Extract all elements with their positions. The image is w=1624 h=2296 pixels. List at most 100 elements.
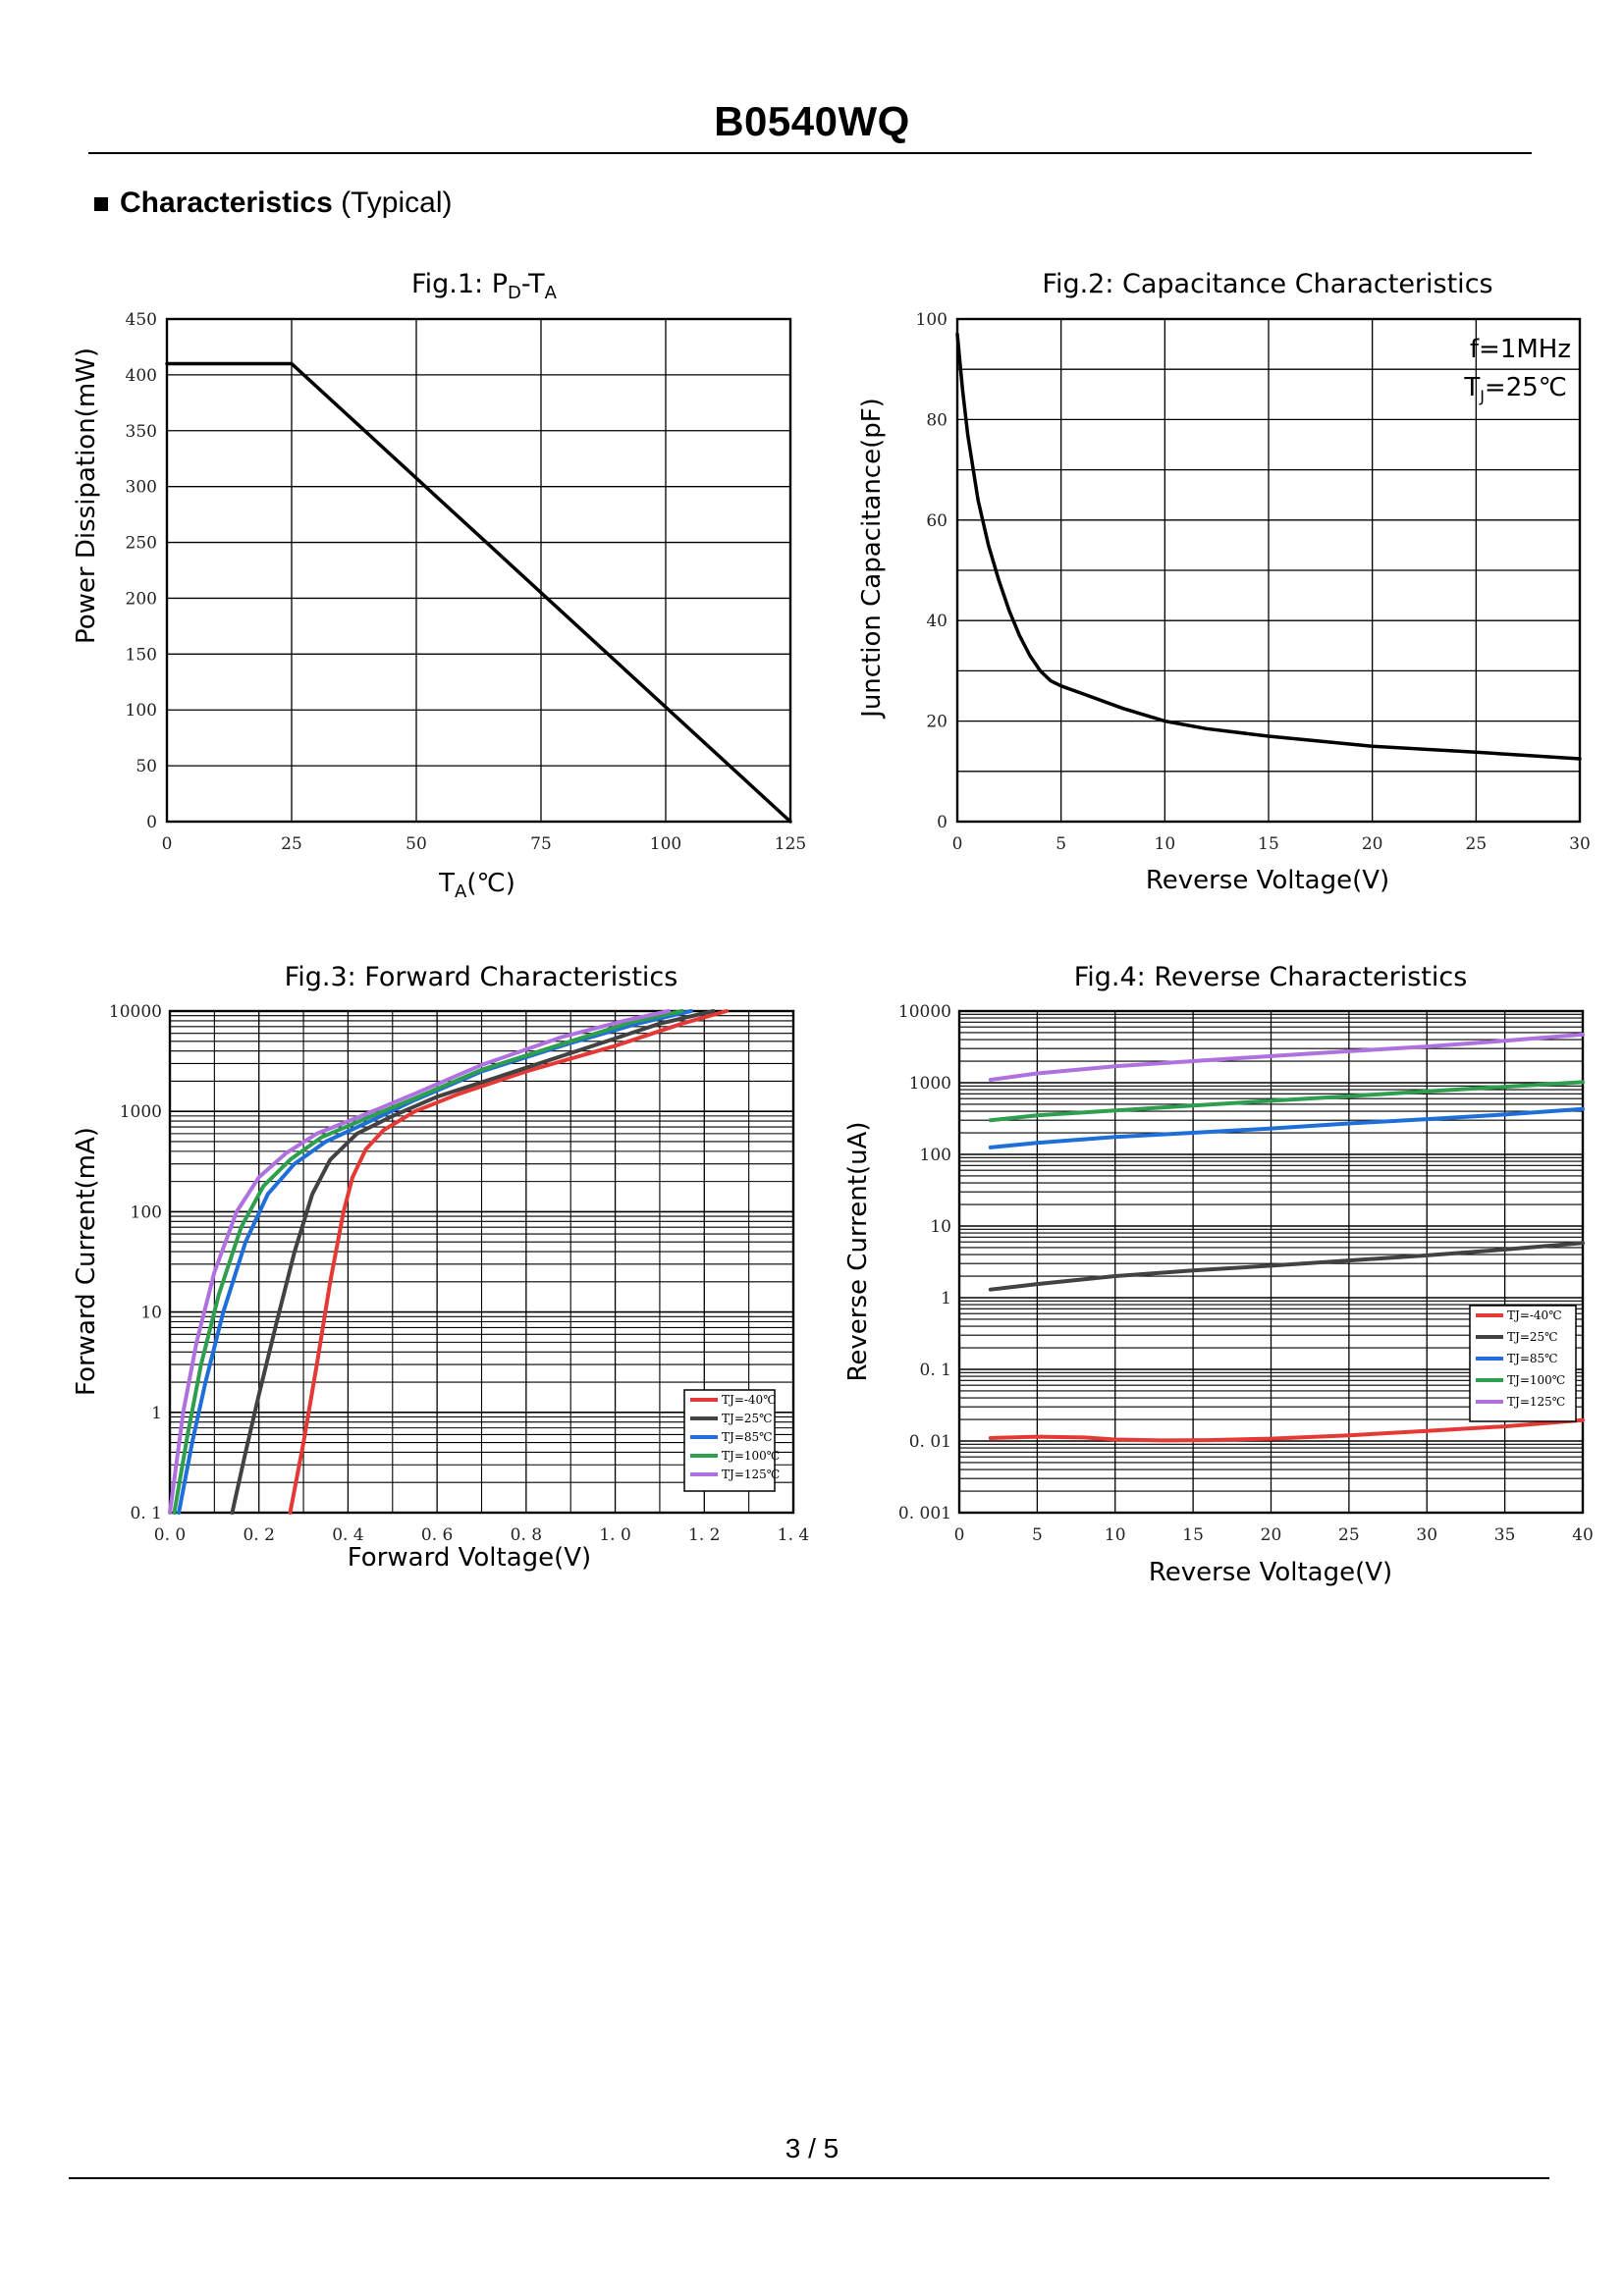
x-tick-label: 25 bbox=[281, 834, 302, 854]
legend-label: TJ=-40℃ bbox=[1507, 1308, 1562, 1322]
y-tick-label: 1000 bbox=[909, 1074, 951, 1094]
fig1-chart: Fig.1: PD-TA Power Dissipation(mW) TA(℃)… bbox=[72, 269, 806, 902]
fig2-ylabel: Junction Capacitance(pF) bbox=[857, 398, 887, 720]
x-tick-label: 0. 6 bbox=[421, 1525, 453, 1545]
y-tick-label: 40 bbox=[926, 612, 947, 631]
y-tick-label: 250 bbox=[126, 534, 157, 554]
y-tick-label: 450 bbox=[126, 310, 157, 330]
fig3-title: Fig.3: Forward Characteristics bbox=[285, 962, 678, 992]
fig4-title: Fig.4: Reverse Characteristics bbox=[1074, 962, 1468, 992]
plot-frame bbox=[955, 317, 1582, 824]
header-rule bbox=[88, 152, 1532, 154]
x-tick-label: 1. 4 bbox=[778, 1525, 809, 1545]
fig1-ylabel: Power Dissipation(mW) bbox=[72, 347, 101, 644]
x-tick-label: 0 bbox=[954, 1525, 965, 1545]
x-tick-label: 25 bbox=[1466, 834, 1488, 854]
x-tick-label: 10 bbox=[1105, 1525, 1126, 1545]
x-tick-label: 0 bbox=[162, 834, 173, 854]
y-tick-label: 10 bbox=[930, 1217, 951, 1237]
part-number-title: B0540WQ bbox=[714, 98, 910, 144]
section-title-bold: Characteristics bbox=[120, 187, 333, 219]
x-tick-label: 30 bbox=[1569, 834, 1591, 854]
x-tick-label: 0. 0 bbox=[154, 1525, 186, 1545]
fig2-title: Fig.2: Capacitance Characteristics bbox=[1042, 269, 1492, 299]
x-tick-label: 15 bbox=[1258, 834, 1279, 854]
x-tick-label: 50 bbox=[406, 834, 427, 854]
legend-label: TJ=25℃ bbox=[722, 1412, 773, 1425]
x-tick-label: 5 bbox=[1056, 834, 1066, 854]
y-tick-label: 0 bbox=[937, 813, 947, 832]
y-tick-label: 10 bbox=[140, 1304, 162, 1323]
x-tick-label: 40 bbox=[1572, 1525, 1594, 1545]
x-tick-label: 125 bbox=[775, 834, 806, 854]
page-number: 3 / 5 bbox=[785, 2133, 839, 2163]
y-tick-label: 20 bbox=[926, 713, 947, 732]
fig3-chart: Fig.3: Forward Characteristics Forward C… bbox=[72, 962, 809, 1573]
x-tick-label: 0. 4 bbox=[332, 1525, 363, 1545]
x-tick-label: 30 bbox=[1416, 1525, 1437, 1545]
x-tick-label: 10 bbox=[1155, 834, 1176, 854]
square-bullet-icon bbox=[94, 197, 108, 212]
fig4-chart: Fig.4: Reverse Characteristics Reverse C… bbox=[843, 962, 1594, 1587]
section-title-rest: (Typical) bbox=[341, 187, 453, 219]
legend-label: TJ=85℃ bbox=[722, 1430, 773, 1444]
x-tick-label: 75 bbox=[530, 834, 552, 854]
legend-label: TJ=25℃ bbox=[1507, 1330, 1558, 1344]
x-tick-label: 5 bbox=[1032, 1525, 1043, 1545]
series-line-TJ=25℃ bbox=[230, 1009, 716, 1515]
fig4-xlabel: Reverse Voltage(V) bbox=[1149, 1558, 1392, 1587]
x-tick-label: 1. 0 bbox=[599, 1525, 630, 1545]
y-tick-label: 100 bbox=[126, 701, 157, 721]
y-tick-label: 300 bbox=[126, 478, 157, 498]
y-tick-label: 0 bbox=[146, 813, 157, 832]
y-tick-label: 100 bbox=[131, 1202, 162, 1222]
x-tick-label: 0 bbox=[952, 834, 963, 854]
series-line-TJ=100℃ bbox=[988, 1080, 1585, 1123]
plot-frame bbox=[165, 317, 792, 824]
legend-label: TJ=125℃ bbox=[722, 1468, 780, 1481]
series-line-TJ=125℃ bbox=[168, 1009, 671, 1515]
series-line-Cj bbox=[955, 332, 1582, 761]
x-tick-label: 15 bbox=[1182, 1525, 1204, 1545]
footer-rule bbox=[69, 2177, 1549, 2179]
y-tick-label: 100 bbox=[920, 1146, 951, 1165]
y-tick-label: 60 bbox=[926, 511, 947, 531]
fig2-annotation-freq: f=1MHz bbox=[1470, 335, 1571, 364]
y-tick-label: 80 bbox=[926, 410, 947, 430]
legend-label: TJ=125℃ bbox=[1507, 1395, 1565, 1409]
y-tick-label: 200 bbox=[126, 589, 157, 609]
y-tick-label: 0. 001 bbox=[898, 1504, 951, 1523]
series-line-TJ=25℃ bbox=[988, 1241, 1585, 1292]
fig1-title: Fig.1: PD-TA bbox=[411, 269, 558, 303]
series-line-PD bbox=[165, 361, 792, 824]
fig4-ylabel: Reverse Current(uA) bbox=[843, 1122, 873, 1382]
y-tick-label: 10000 bbox=[109, 1002, 162, 1022]
legend-label: TJ=100℃ bbox=[1507, 1373, 1565, 1387]
series-line-TJ=-40℃ bbox=[988, 1417, 1585, 1443]
y-tick-label: 1 bbox=[941, 1289, 951, 1308]
plot-frame bbox=[957, 1009, 1585, 1515]
plot-frame bbox=[168, 1009, 795, 1515]
y-tick-label: 100 bbox=[916, 310, 947, 330]
fig3-ylabel: Forward Current(mA) bbox=[72, 1127, 101, 1396]
fig2-xlabel: Reverse Voltage(V) bbox=[1146, 866, 1389, 895]
fig3-xlabel: Forward Voltage(V) bbox=[348, 1543, 591, 1573]
y-tick-label: 1000 bbox=[120, 1102, 162, 1122]
legend-label: TJ=100℃ bbox=[722, 1449, 780, 1463]
series-line-TJ=125℃ bbox=[988, 1032, 1585, 1082]
x-tick-label: 25 bbox=[1338, 1525, 1360, 1545]
x-tick-label: 100 bbox=[650, 834, 681, 854]
y-tick-label: 1 bbox=[151, 1404, 162, 1423]
x-tick-label: 35 bbox=[1494, 1525, 1516, 1545]
fig2-chart: Fig.2: Capacitance Characteristics Junct… bbox=[857, 269, 1591, 895]
x-tick-label: 20 bbox=[1362, 834, 1383, 854]
x-tick-label: 0. 2 bbox=[243, 1525, 274, 1545]
y-tick-label: 0. 01 bbox=[909, 1432, 951, 1452]
fig2-annotation-temp: TJ=25℃ bbox=[1463, 373, 1567, 405]
y-tick-label: 350 bbox=[126, 422, 157, 442]
section-heading: Characteristics (Typical) bbox=[94, 187, 453, 220]
y-tick-label: 0. 1 bbox=[131, 1504, 162, 1523]
y-tick-label: 150 bbox=[126, 645, 157, 665]
y-tick-label: 10000 bbox=[898, 1002, 951, 1022]
x-tick-label: 20 bbox=[1261, 1525, 1282, 1545]
